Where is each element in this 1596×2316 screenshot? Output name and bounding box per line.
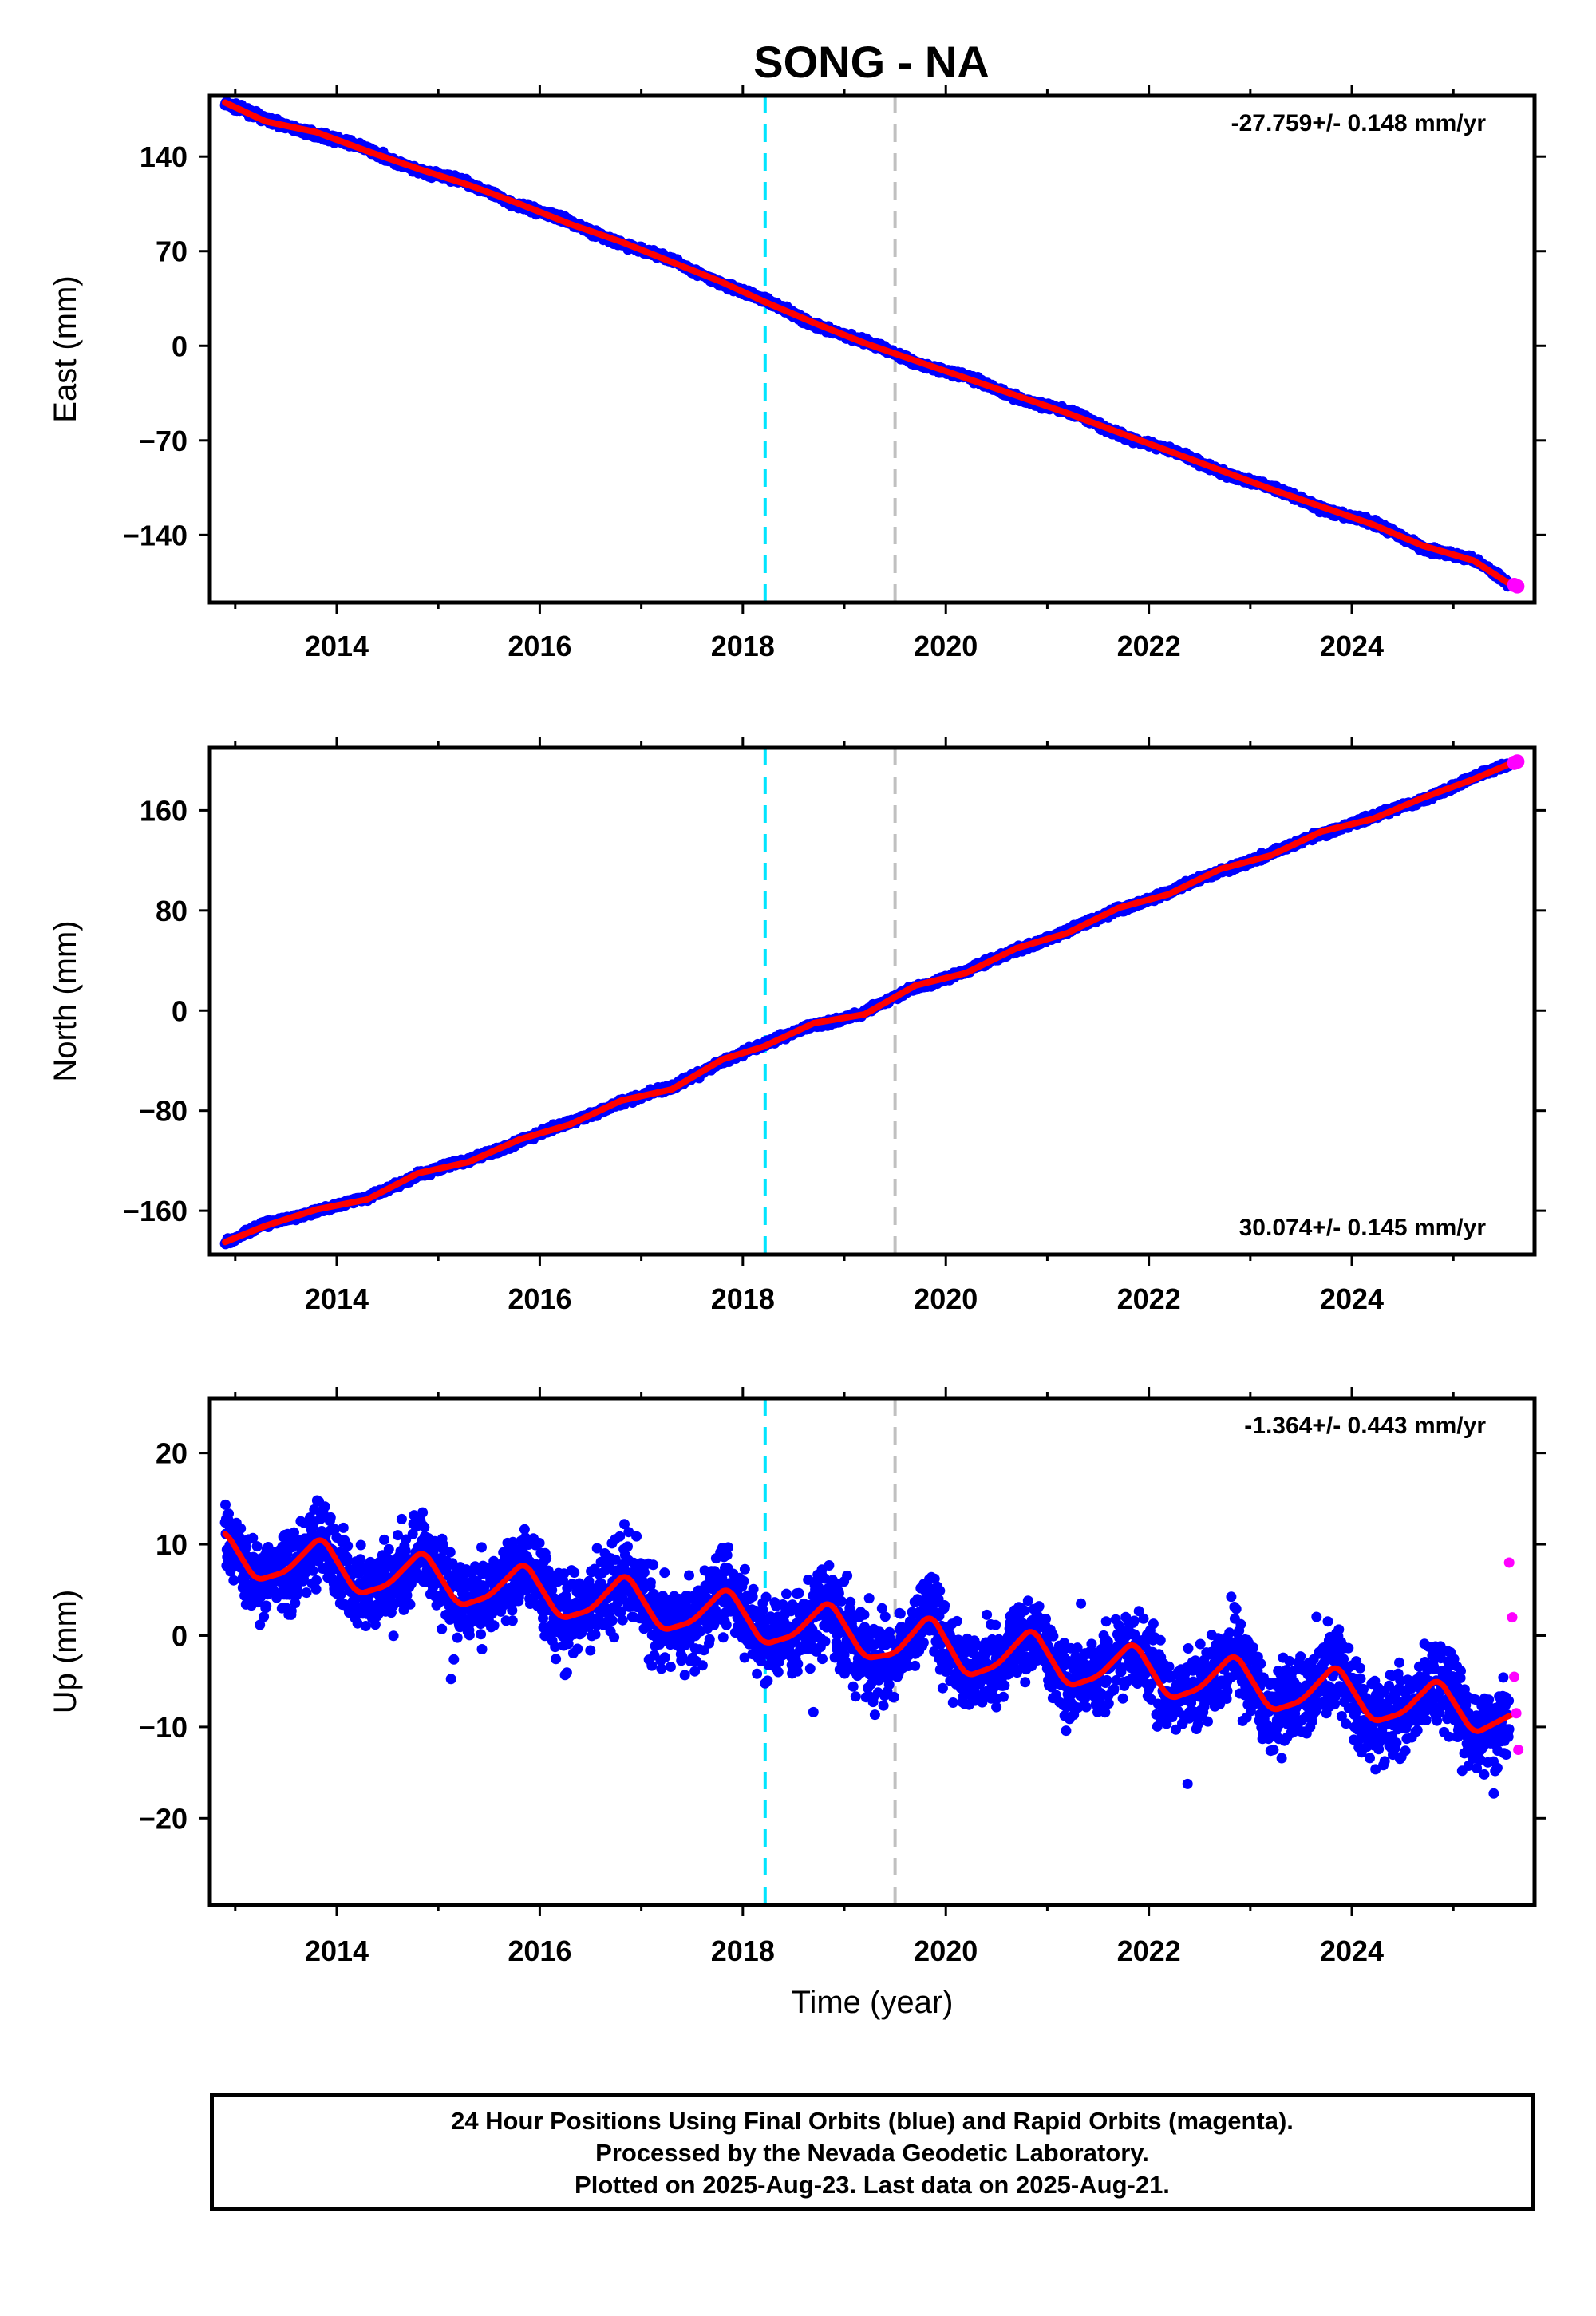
y-tick-label: 70: [156, 235, 188, 268]
y-tick-label: −70: [139, 425, 188, 457]
x-tick-label: 2020: [914, 630, 978, 662]
plot-area-north: [219, 748, 1525, 1255]
x-tick-label: 2022: [1117, 630, 1181, 662]
y-tick-label: 0: [172, 330, 188, 362]
plot-area-east: [219, 96, 1525, 603]
y-tick-label: 140: [140, 140, 188, 173]
rapid-positions-east: [1507, 577, 1525, 594]
panel-east: 140 70 0 −70 −140 East (mm) 2014 2016 2018 2020 20…: [48, 85, 1546, 662]
x-tick-label: 2018: [711, 630, 775, 662]
x-tick-label: 2024: [1320, 630, 1384, 662]
x-tick-label: 2016: [508, 630, 571, 662]
y-axis-label: East (mm): [48, 275, 83, 422]
velocity-rate-label: -27.759+/- 0.148 mm/yr: [1231, 110, 1487, 136]
rapid-point: [1510, 579, 1525, 594]
x-tick-label: 2014: [305, 630, 369, 662]
model-fit-line: [222, 99, 1513, 587]
chart-title: SONG - NA: [753, 37, 990, 87]
plot-frame-east: [207, 93, 1537, 605]
y-tick-label: −140: [123, 519, 188, 551]
